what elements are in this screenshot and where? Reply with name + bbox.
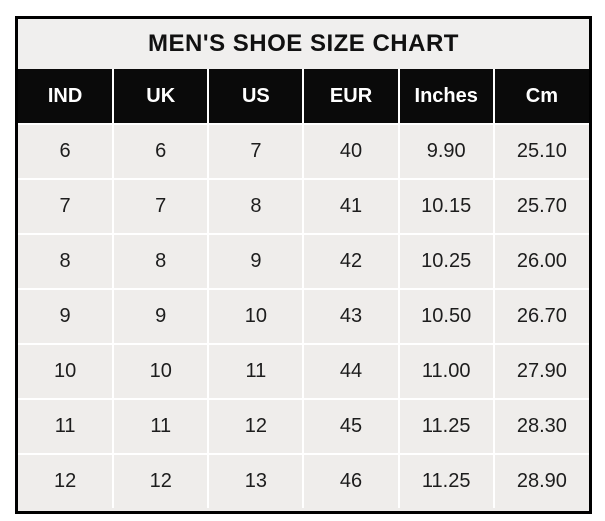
table-cell: 10 <box>112 343 210 400</box>
size-table-header: IND UK US EUR Inches Cm <box>18 69 589 125</box>
table-row: 6 6 7 40 9.90 25.10 <box>18 123 589 180</box>
table-cell: 7 <box>18 178 115 235</box>
table-cell: 10 <box>207 288 305 345</box>
table-cell: 28.30 <box>492 398 589 455</box>
table-cell: 11 <box>207 343 305 400</box>
table-cell: 26.70 <box>492 288 589 345</box>
column-header-cm: Cm <box>492 69 589 125</box>
table-cell: 44 <box>302 343 400 400</box>
table-cell: 12 <box>207 398 305 455</box>
table-cell: 9.90 <box>397 123 495 180</box>
table-cell: 46 <box>302 453 400 508</box>
table-row: 11 11 12 45 11.25 28.30 <box>18 398 589 455</box>
chart-title: MEN'S SHOE SIZE CHART <box>18 19 589 69</box>
column-header-ind: IND <box>18 69 115 125</box>
table-cell: 10.15 <box>397 178 495 235</box>
size-table: IND UK US EUR Inches Cm 6 6 7 40 9.90 25.10 7 7 8 41 10… <box>18 69 589 508</box>
table-cell: 8 <box>207 178 305 235</box>
table-cell: 6 <box>112 123 210 180</box>
column-header-us: US <box>207 69 305 125</box>
shoe-size-chart-card: MEN'S SHOE SIZE CHART IND UK US EUR Inches Cm… <box>15 16 592 514</box>
table-cell: 25.70 <box>492 178 589 235</box>
table-cell: 26.00 <box>492 233 589 290</box>
table-cell: 7 <box>112 178 210 235</box>
table-cell: 10.25 <box>397 233 495 290</box>
table-cell: 9 <box>112 288 210 345</box>
table-cell: 9 <box>18 288 115 345</box>
table-cell: 11 <box>112 398 210 455</box>
table-cell: 45 <box>302 398 400 455</box>
table-cell: 27.90 <box>492 343 589 400</box>
table-cell: 9 <box>207 233 305 290</box>
table-row: 9 9 10 43 10.50 26.70 <box>18 288 589 345</box>
table-cell: 8 <box>18 233 115 290</box>
table-cell: 10.50 <box>397 288 495 345</box>
size-table-body: 6 6 7 40 9.90 25.10 7 7 8 41 10.15 25.70 8 8 9 42 10.25 2… <box>18 123 589 508</box>
table-cell: 6 <box>18 123 115 180</box>
table-row: 8 8 9 42 10.25 26.00 <box>18 233 589 290</box>
table-cell: 11.25 <box>397 398 495 455</box>
table-cell: 11 <box>18 398 115 455</box>
table-cell: 28.90 <box>492 453 589 508</box>
table-cell: 41 <box>302 178 400 235</box>
column-header-inches: Inches <box>397 69 495 125</box>
table-row: 10 10 11 44 11.00 27.90 <box>18 343 589 400</box>
table-cell: 25.10 <box>492 123 589 180</box>
table-cell: 43 <box>302 288 400 345</box>
table-cell: 42 <box>302 233 400 290</box>
table-cell: 40 <box>302 123 400 180</box>
table-cell: 10 <box>18 343 115 400</box>
table-cell: 13 <box>207 453 305 508</box>
table-cell: 8 <box>112 233 210 290</box>
table-cell: 12 <box>112 453 210 508</box>
table-row: 7 7 8 41 10.15 25.70 <box>18 178 589 235</box>
column-header-eur: EUR <box>302 69 400 125</box>
table-cell: 11.25 <box>397 453 495 508</box>
table-cell: 12 <box>18 453 115 508</box>
table-cell: 7 <box>207 123 305 180</box>
table-row: 12 12 13 46 11.25 28.90 <box>18 453 589 508</box>
header-row: IND UK US EUR Inches Cm <box>18 69 589 125</box>
table-cell: 11.00 <box>397 343 495 400</box>
column-header-uk: UK <box>112 69 210 125</box>
